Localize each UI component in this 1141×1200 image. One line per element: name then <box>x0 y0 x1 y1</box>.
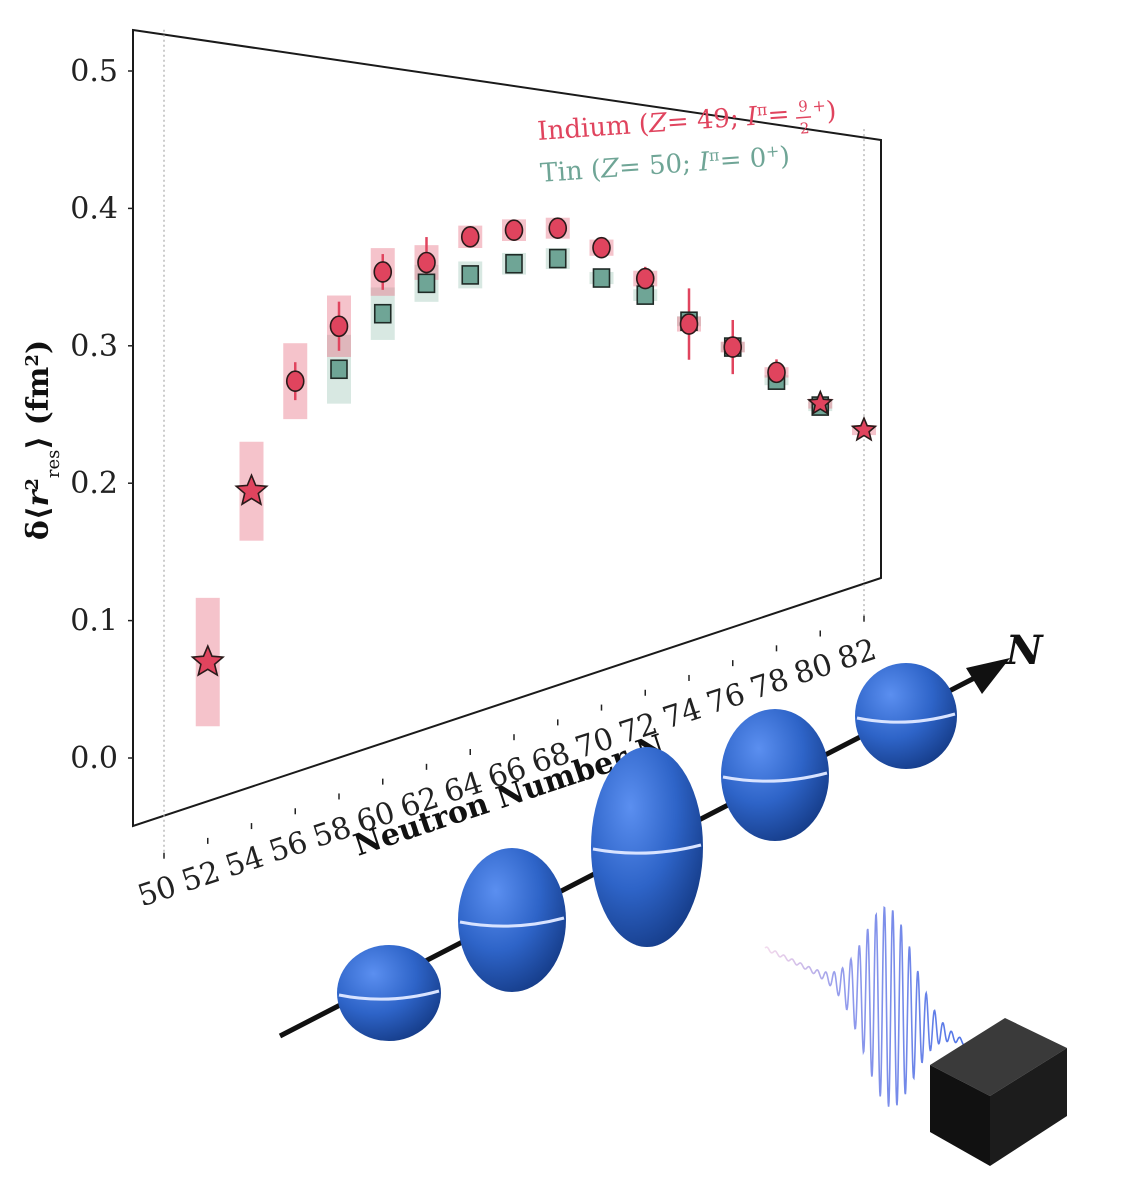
y-axis-title: δ⟨r2res⟩ (fm2) <box>21 340 64 540</box>
box-top-face <box>930 1018 1067 1096</box>
plot-area <box>132 28 882 828</box>
y-tick-label: 0.5 <box>70 54 118 89</box>
legend-entry-indium: Indium (Z= 49; Iπ= <box>536 98 790 147</box>
point-square <box>505 253 523 274</box>
nucleus-body <box>591 747 703 947</box>
nucleus-equator <box>856 712 956 724</box>
point-star <box>190 644 225 677</box>
laser-source-box <box>930 1018 1067 1166</box>
point-square <box>461 265 480 285</box>
point-circle <box>767 361 786 384</box>
nucleus-2 <box>458 848 566 992</box>
point-square <box>548 248 567 269</box>
x-tick-label: 74 <box>658 691 705 736</box>
nucleus-body <box>337 945 441 1041</box>
x-tick-label: 54 <box>221 839 268 884</box>
y-tick-label: 0.1 <box>70 604 118 639</box>
nucleus-body <box>855 663 957 769</box>
point-circle <box>679 313 699 335</box>
point-square <box>330 359 348 380</box>
point-circle <box>548 217 568 239</box>
nucleus-5 <box>855 663 957 769</box>
nucleus-equator <box>338 989 440 1001</box>
x-tick-label: 52 <box>177 854 224 899</box>
legend-fraction-denominator: 2 <box>799 119 810 138</box>
nucleus-equator <box>722 771 828 783</box>
chart-panel: 0.00.10.20.30.40.5 505254565860626466687… <box>21 28 882 914</box>
x-tick-label: 76 <box>702 677 749 722</box>
point-circle <box>723 336 743 358</box>
y-tick-label: 0.0 <box>70 741 118 776</box>
legend-entry-tin: Tin (Z= 50; Iπ= 0+) <box>539 140 791 189</box>
box-left-face <box>930 1065 990 1166</box>
y-axis-ticks: 0.0 0.1 0.2 0.3 0.4 0.5 <box>70 54 133 776</box>
nuclei-row <box>337 663 957 1041</box>
point-circle <box>285 370 305 392</box>
laser-wave <box>764 905 966 1107</box>
neutron-axis-label: N <box>1004 627 1044 674</box>
point-star <box>850 416 878 442</box>
legend-fraction-numerator: 9 <box>798 97 809 116</box>
nucleus-4 <box>721 709 829 841</box>
reference-lines <box>163 29 865 857</box>
legend: Indium (Z= 49; Iπ= 9 2 +) Tin (Z= 50; Iπ… <box>536 95 838 189</box>
point-star <box>234 473 269 506</box>
point-circle <box>504 219 524 241</box>
x-tick-label: 56 <box>265 825 312 870</box>
y-tick-label: 0.2 <box>70 466 118 501</box>
point-circle <box>373 261 393 283</box>
y-tick-label: 0.4 <box>70 191 118 226</box>
neutron-axis-arrowhead <box>966 658 1010 694</box>
data-markers <box>190 217 878 677</box>
legend-entry-indium-tail: +) <box>812 95 838 128</box>
point-square <box>373 303 392 324</box>
box-right-face <box>990 1048 1067 1166</box>
point-square <box>592 268 611 288</box>
x-tick-label: 78 <box>746 662 793 707</box>
point-circle <box>592 236 611 259</box>
y-tick-label: 0.3 <box>70 329 118 364</box>
x-tick-label: 58 <box>308 810 355 855</box>
point-circle <box>417 251 436 274</box>
point-circle <box>460 226 480 248</box>
x-tick-label: 80 <box>790 647 837 692</box>
point-circle <box>329 315 349 338</box>
nucleus-3 <box>591 747 703 947</box>
x-tick-label: 50 <box>133 869 180 914</box>
nucleus-1 <box>337 945 441 1041</box>
nuclear-shape-illustration: N <box>278 627 1067 1166</box>
point-circle <box>635 267 655 290</box>
point-star <box>806 389 834 415</box>
x-tick-label: 82 <box>833 632 880 677</box>
nucleus-equator <box>459 916 565 928</box>
point-square <box>417 273 436 294</box>
nucleus-body <box>458 848 566 992</box>
legend-fraction-bar <box>796 116 812 119</box>
nucleus-equator <box>592 843 702 855</box>
nucleus-body <box>721 709 829 841</box>
